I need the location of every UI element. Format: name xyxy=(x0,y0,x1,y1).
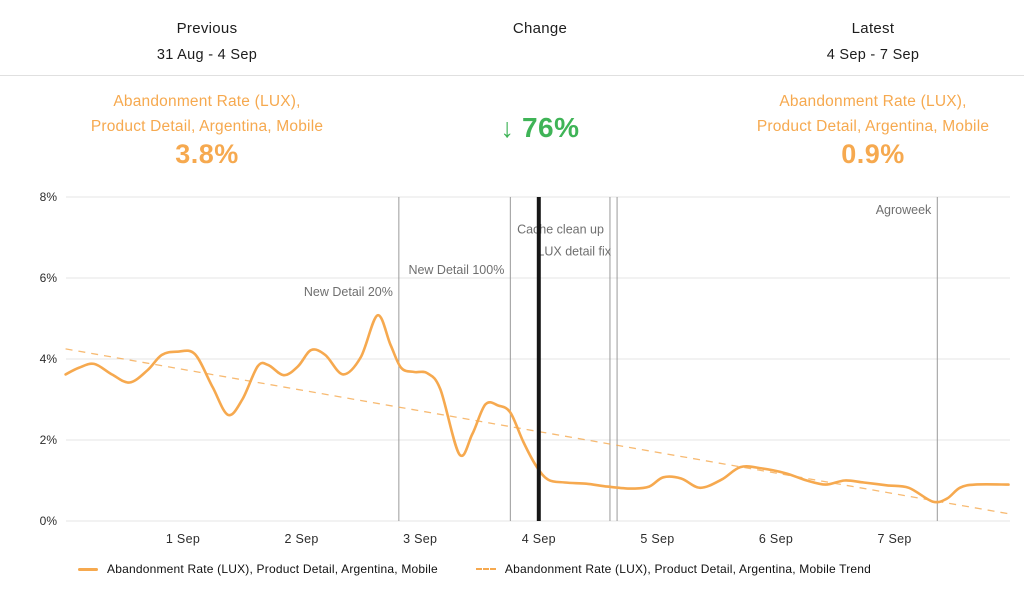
previous-title: Previous xyxy=(176,20,238,37)
chart-svg: 0% 2% 4% 6% 8% 1 Sep 2 Sep 3 Sep 4 Sep 5 Sep 6 Sep… xyxy=(40,190,1010,546)
x-tick-label: 2 Sep xyxy=(285,532,319,546)
x-tick-label: 7 Sep xyxy=(878,532,912,546)
y-tick-label: 0% xyxy=(40,514,58,528)
metric-previous-label-line2: Product Detail, Argentina, Mobile xyxy=(90,118,324,135)
x-tick-label: 4 Sep xyxy=(522,532,556,546)
chart-legend: Abandonment Rate (LUX), Product Detail, … xyxy=(78,562,871,576)
metric-previous-value: 3.8% xyxy=(175,139,239,169)
legend-item-series: Abandonment Rate (LUX), Product Detail, … xyxy=(78,562,438,576)
down-arrow-icon: ↓ xyxy=(500,113,514,143)
y-tick-label: 4% xyxy=(40,352,58,366)
metric-previous: Abandonment Rate (LUX), Product Detail, … xyxy=(90,89,324,169)
legend-swatch-dashed-line xyxy=(475,568,496,570)
header-divider xyxy=(0,75,1024,76)
legend-swatch-solid-line xyxy=(78,567,98,571)
event-label: New Detail 20% xyxy=(304,285,393,299)
legend-label-series: Abandonment Rate (LUX), Product Detail, … xyxy=(107,562,438,576)
header-change: Change xyxy=(513,16,567,42)
metric-latest: Abandonment Rate (LUX), Product Detail, … xyxy=(756,89,990,169)
x-tick-label: 1 Sep xyxy=(166,532,200,546)
y-tick-label: 2% xyxy=(40,433,58,447)
latest-date-range: 4 Sep - 7 Sep xyxy=(826,47,920,63)
series-line xyxy=(64,314,1010,504)
x-tick-label: 6 Sep xyxy=(759,532,793,546)
metric-change: ↓ 76% xyxy=(500,112,579,144)
header-previous: Previous 31 Aug - 4 Sep xyxy=(157,16,257,68)
metric-latest-label-line1: Abandonment Rate (LUX), xyxy=(779,93,967,110)
metric-latest-value: 0.9% xyxy=(841,139,905,169)
previous-date-range: 31 Aug - 4 Sep xyxy=(156,47,258,63)
event-label: Cache clean up xyxy=(517,222,604,236)
event-label: New Detail 100% xyxy=(408,263,504,277)
metric-latest-label-line2: Product Detail, Argentina, Mobile xyxy=(756,118,990,135)
legend-label-trend: Abandonment Rate (LUX), Product Detail, … xyxy=(504,562,872,576)
x-tick-label: 3 Sep xyxy=(403,532,437,546)
y-tick-label: 8% xyxy=(40,190,58,204)
metric-change-value: 76% xyxy=(521,112,580,143)
trend-line xyxy=(65,348,1009,515)
event-label: Agroweek xyxy=(876,203,932,217)
header-latest: Latest 4 Sep - 7 Sep xyxy=(827,16,920,68)
legend-item-trend: Abandonment Rate (LUX), Product Detail, … xyxy=(475,562,872,576)
event-label: LUX detail fix xyxy=(537,245,611,259)
metric-previous-label-line1: Abandonment Rate (LUX), xyxy=(113,93,301,110)
y-tick-label: 6% xyxy=(40,271,58,285)
change-title: Change xyxy=(512,20,568,37)
x-tick-label: 5 Sep xyxy=(640,532,674,546)
latest-title: Latest xyxy=(851,20,895,37)
